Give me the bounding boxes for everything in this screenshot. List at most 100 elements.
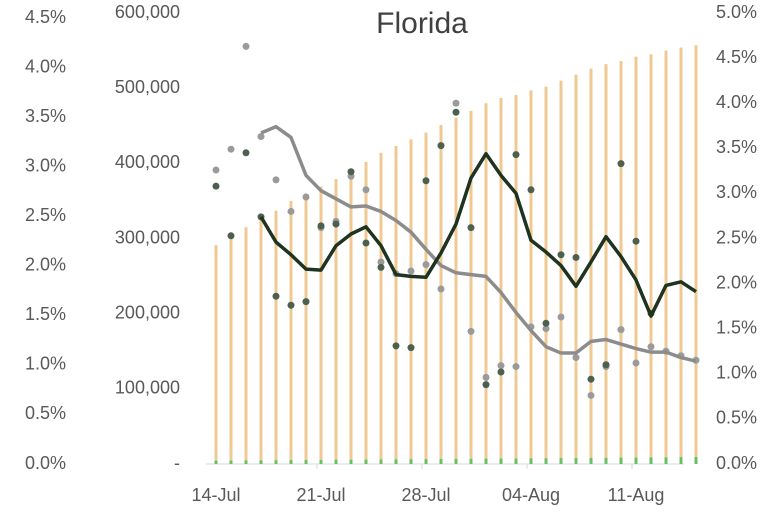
dot	[437, 285, 445, 293]
bar	[259, 218, 263, 464]
bar	[379, 152, 383, 464]
y-tick-label: 1.5%	[25, 304, 66, 324]
y3-tick-label: 5.0%	[716, 2, 757, 22]
dot	[272, 292, 280, 300]
x-tick-label: 11-Aug	[608, 485, 665, 505]
bar	[529, 458, 533, 464]
bar	[604, 64, 608, 464]
bar	[409, 459, 413, 464]
dot	[482, 373, 490, 381]
bar	[439, 124, 443, 464]
bar	[349, 459, 353, 464]
bar	[244, 460, 248, 464]
dot	[317, 222, 325, 230]
dot	[527, 186, 535, 194]
bar	[424, 132, 428, 464]
dot	[587, 391, 595, 399]
dot	[542, 319, 550, 327]
bar	[574, 74, 578, 465]
dot	[422, 177, 430, 185]
bar	[229, 237, 233, 464]
dot	[617, 160, 625, 168]
dot	[287, 301, 295, 309]
dot	[362, 239, 370, 247]
bar	[424, 459, 428, 464]
x-tick-label: 28-Jul	[401, 485, 450, 505]
dot	[602, 361, 610, 369]
bar	[619, 61, 623, 465]
y3-tick-label: 3.0%	[716, 182, 757, 202]
dot	[377, 263, 385, 271]
bar	[499, 458, 503, 464]
dot	[332, 220, 340, 228]
bar	[289, 460, 293, 464]
dot	[572, 354, 580, 362]
dot	[407, 267, 415, 275]
y-tick-label: 0.5%	[25, 403, 66, 423]
y3-tick-label: 0.0%	[716, 453, 757, 473]
bar	[574, 458, 578, 464]
bar	[394, 146, 398, 465]
bar	[679, 47, 683, 465]
bar	[619, 457, 623, 464]
x-tick-label: 14-Jul	[191, 485, 240, 505]
y-tick-label: 3.5%	[25, 106, 66, 126]
bar	[379, 459, 383, 464]
dot	[632, 237, 640, 245]
line	[259, 151, 697, 318]
bar	[364, 161, 368, 464]
y-tick-label: 3.0%	[25, 155, 66, 175]
bar	[214, 460, 218, 464]
bar	[214, 245, 218, 464]
bar	[334, 459, 338, 464]
y2-tick-label: 300,000	[115, 227, 180, 247]
y3-tick-label: 1.0%	[716, 363, 757, 383]
bar	[304, 460, 308, 464]
bar	[649, 54, 653, 464]
bar	[319, 459, 323, 464]
bar	[589, 457, 593, 464]
bar	[244, 227, 248, 464]
bar	[484, 103, 488, 464]
x-tick-label: 21-Jul	[296, 485, 345, 505]
bar	[484, 458, 488, 464]
dot	[407, 344, 415, 352]
y-tick-label: 2.0%	[25, 255, 66, 275]
bar	[469, 110, 473, 464]
x-tick-label: 04-Aug	[502, 485, 560, 505]
dot	[272, 176, 280, 184]
dot	[212, 166, 220, 174]
dot	[557, 313, 565, 321]
bar	[544, 86, 548, 464]
bar	[694, 457, 698, 464]
dot	[542, 325, 550, 333]
y-tick-label: 2.5%	[25, 205, 66, 225]
y3-tick-label: 4.5%	[716, 47, 757, 67]
bar	[454, 458, 458, 464]
dot	[242, 149, 250, 157]
dot	[497, 362, 505, 370]
bar	[319, 186, 323, 464]
bar	[229, 460, 233, 464]
dot	[512, 151, 520, 159]
bar	[334, 179, 338, 464]
dot	[572, 253, 580, 261]
bar	[409, 139, 413, 464]
bar	[589, 68, 593, 464]
bar	[289, 200, 293, 464]
bar	[604, 457, 608, 464]
bar	[499, 97, 503, 465]
dot	[647, 343, 655, 351]
chart-title: Florida	[376, 7, 468, 40]
bar	[274, 210, 278, 464]
dot	[377, 258, 385, 266]
bar	[634, 457, 638, 464]
bar	[469, 458, 473, 464]
bar	[439, 459, 443, 464]
y3-tick-label: 2.5%	[716, 227, 757, 247]
y2-tick-label: 100,000	[115, 378, 180, 398]
dot	[287, 207, 295, 215]
bar	[559, 80, 563, 465]
bar	[544, 458, 548, 464]
